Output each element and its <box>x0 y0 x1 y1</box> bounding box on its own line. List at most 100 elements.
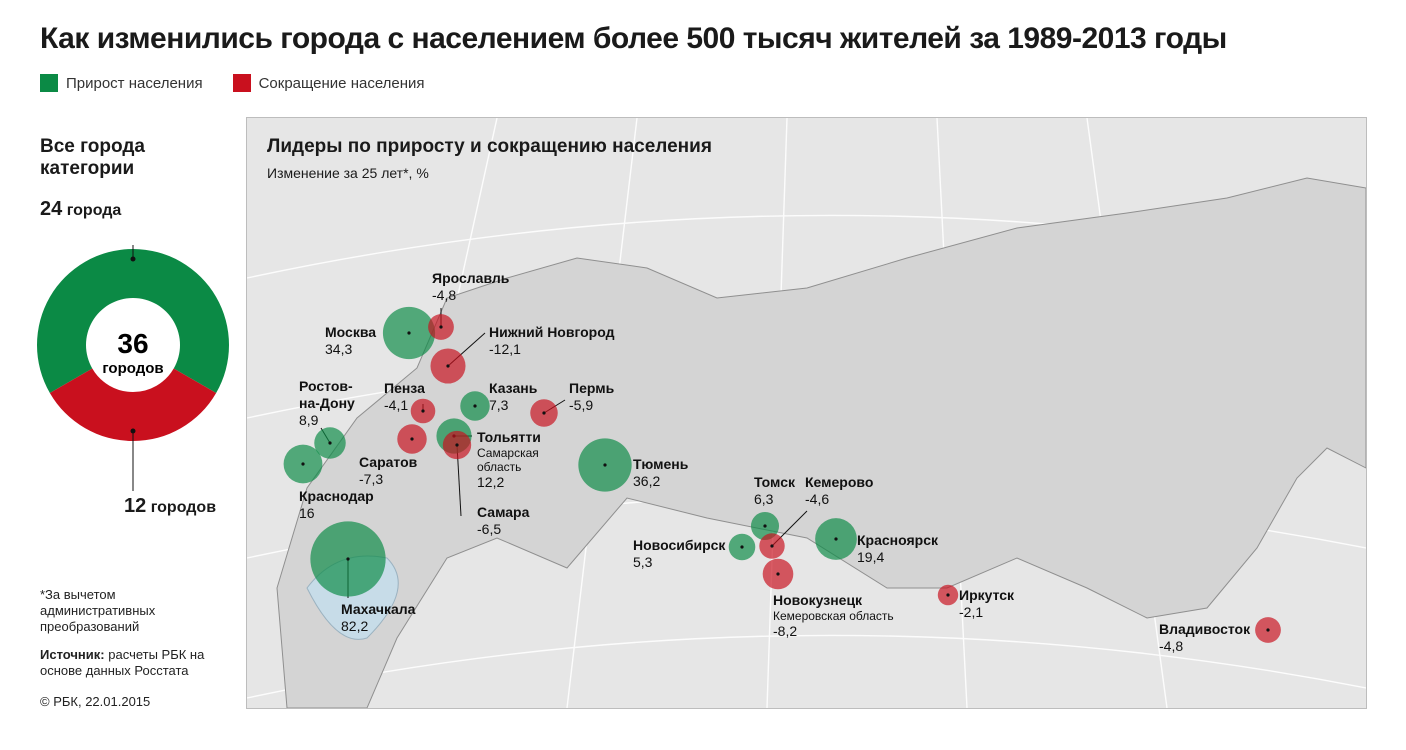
growth-count-num: 24 <box>40 198 63 220</box>
city-label-krasnoyarsk: Красноярск 19,4 <box>857 532 938 566</box>
growth-count-label: 24 города <box>40 198 121 221</box>
city-label-makhachkala: Махачкала 82,2 <box>341 601 415 635</box>
city-value: 36,2 <box>633 473 661 489</box>
city-name: Пермь <box>569 380 615 396</box>
bubble-center-12 <box>603 463 607 467</box>
bubble-center-9 <box>455 443 459 447</box>
decline-leader-dot <box>130 428 136 434</box>
russia-shape <box>276 177 1366 708</box>
city-value: -4,1 <box>384 397 409 413</box>
city-name: Тольятти <box>477 429 541 445</box>
city-name: Махачкала <box>341 601 416 617</box>
source-label: Источник: <box>40 647 105 662</box>
city-name: Москва <box>325 324 377 340</box>
city-label-moscow: Москва 34,3 <box>325 324 376 358</box>
city-name: Ярославль <box>432 270 510 286</box>
city-label-kazan: Казань 7,3 <box>489 380 537 414</box>
source-text: расчеты РБК на основе данных Росстата <box>40 647 205 678</box>
decline-count-num: 12 <box>124 495 147 517</box>
city-name: Ростов-на-Дону <box>299 378 355 411</box>
city-value: 6,3 <box>754 491 774 507</box>
legend-growth-label: Прирост населения <box>66 74 203 92</box>
city-label-krasnodar: Краснодар 16 <box>299 488 374 522</box>
bubble-center-3 <box>421 409 425 413</box>
city-name: Красноярск <box>857 532 939 548</box>
bubble-center-2 <box>446 364 450 368</box>
city-value: 8,9 <box>299 412 319 428</box>
city-label-novosibirsk: Новосибирск 5,3 <box>633 537 725 571</box>
city-value: -5,9 <box>569 397 594 413</box>
city-label-saratov: Саратов -7,3 <box>359 454 417 488</box>
decline-count-unit: городов <box>150 499 217 516</box>
city-value: 12,2 <box>477 474 505 490</box>
decline-swatch <box>232 74 251 92</box>
growth-swatch <box>40 74 58 92</box>
growth-leader-dot <box>130 256 136 262</box>
sidebar-title: Все города категории <box>40 136 145 179</box>
donut-slice-decline <box>49 368 217 441</box>
growth-count-unit: города <box>66 202 122 219</box>
city-value: 34,3 <box>325 341 353 357</box>
city-value: -12,1 <box>489 341 521 357</box>
city-value: -4,8 <box>432 287 457 303</box>
bubble-center-11 <box>346 557 350 561</box>
city-value: 5,3 <box>633 554 653 570</box>
footnote: *За вычетом административных преобразова… <box>40 587 156 634</box>
city-note: Кемеровская область <box>773 609 894 623</box>
bubble-center-4 <box>473 404 477 408</box>
donut-total-num: 36 <box>117 328 148 359</box>
bubble-center-5 <box>542 411 546 415</box>
city-label-perm: Пермь -5,9 <box>569 380 614 414</box>
city-name: Иркутск <box>959 587 1015 603</box>
city-value: -2,1 <box>959 604 984 620</box>
map-subtitle: Изменение за 25 лет*, % <box>267 165 429 181</box>
bubble-center-13 <box>763 524 767 528</box>
city-name: Новосибирск <box>633 537 726 553</box>
donut-slice-growth <box>37 249 229 393</box>
legend-item-decline: Сокращение населения <box>232 74 425 92</box>
map-panel: Лидеры по приросту и сокращению населени… <box>246 117 1367 709</box>
city-label-tolyatti: Тольятти Самарская область 12,2 <box>477 429 557 491</box>
city-label-irkutsk: Иркутск -2,1 <box>959 587 1014 621</box>
legend-item-growth: Прирост населения <box>40 74 203 92</box>
city-value: -4,8 <box>1159 638 1184 654</box>
city-value: -7,3 <box>359 471 384 487</box>
city-label-yaroslavl: Ярославль -4,8 <box>432 270 509 304</box>
city-value: 7,3 <box>489 397 509 413</box>
page-title: Как изменились города с населением более… <box>40 22 1227 55</box>
city-label-kemerovo: Кемерово -4,6 <box>805 474 873 508</box>
city-name: Краснодар <box>299 488 374 504</box>
city-value: 82,2 <box>341 618 369 634</box>
bubble-center-14 <box>770 544 774 548</box>
bubble-center-0 <box>407 331 411 335</box>
city-label-tyumen: Тюмень 36,2 <box>633 456 688 490</box>
city-name: Нижний Новгород <box>489 324 615 340</box>
city-label-vladivostok: Владивосток -4,8 <box>1159 621 1250 655</box>
source-note: Источник: расчеты РБК на основе данных Р… <box>40 647 240 679</box>
bubble-center-19 <box>1266 628 1270 632</box>
city-name: Саратов <box>359 454 418 470</box>
city-value: -4,6 <box>805 491 830 507</box>
city-label-rostov: Ростов-на-Дону 8,9 <box>299 378 369 429</box>
bubble-center-6 <box>328 441 332 445</box>
map-title: Лидеры по приросту и сокращению населени… <box>267 136 712 157</box>
bubble-center-1 <box>439 325 443 329</box>
city-label-samara: Самара -6,5 <box>477 504 529 538</box>
copyright: © РБК, 22.01.2015 <box>40 694 151 709</box>
city-name: Тюмень <box>633 456 689 472</box>
bubble-center-10 <box>301 462 305 466</box>
bubble-center-15 <box>740 545 744 549</box>
bubble-center-17 <box>776 572 780 576</box>
bubble-layer <box>283 306 1281 643</box>
city-name: Самара <box>477 504 530 520</box>
bubble-center-18 <box>946 593 950 597</box>
city-note: Самарская область <box>477 446 539 474</box>
city-name: Кемерово <box>805 474 874 490</box>
city-value: 16 <box>299 505 315 521</box>
bubble-center-16 <box>834 537 838 541</box>
donut-total-unit: городов <box>102 360 163 377</box>
city-value: -8,2 <box>773 623 798 639</box>
city-value: -6,5 <box>477 521 502 537</box>
map-background <box>247 118 1366 708</box>
